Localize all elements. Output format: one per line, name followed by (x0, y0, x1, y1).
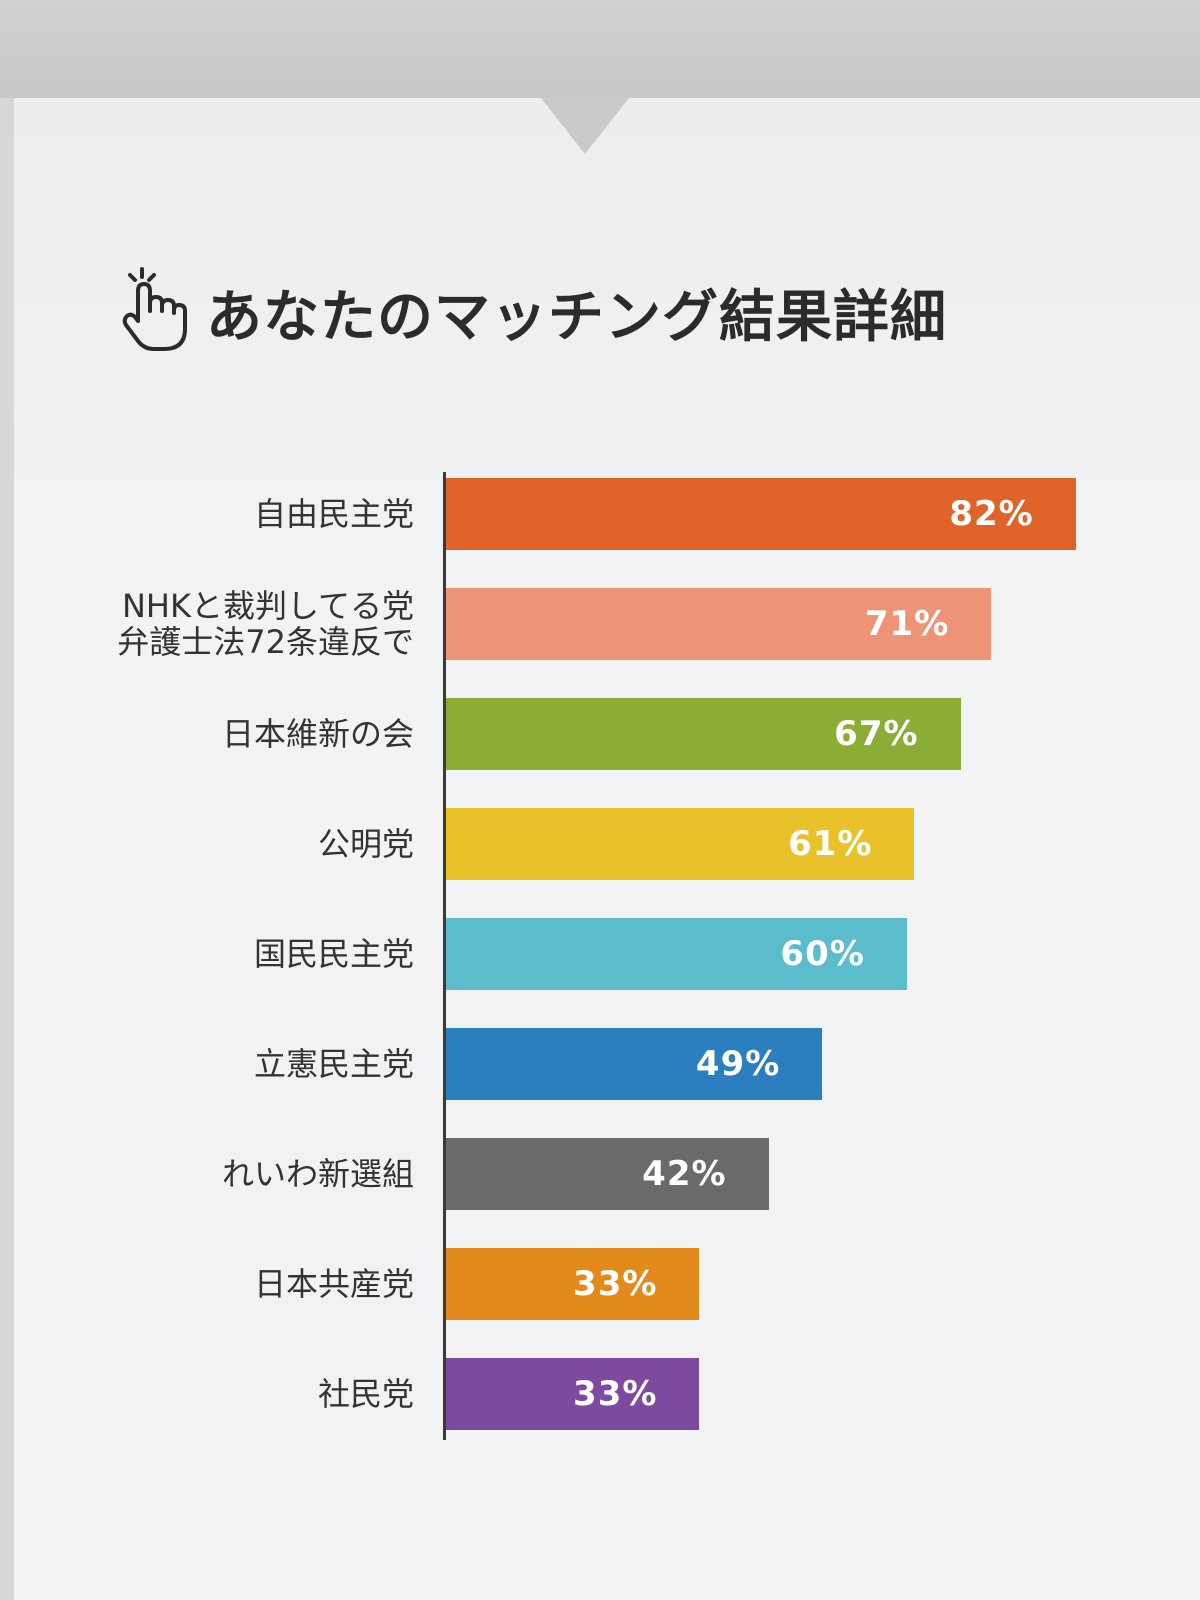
heading: あなたのマッチング結果詳細 (120, 262, 947, 362)
bar-value-label: 60% (780, 934, 865, 974)
panel-notch (541, 98, 629, 154)
bar: 42% (446, 1138, 769, 1210)
bar: 82% (446, 478, 1076, 550)
bar: 61% (446, 808, 915, 880)
category-label-line: 国民民主党 (253, 935, 414, 973)
category-label-line: 日本共産党 (253, 1265, 414, 1303)
category-label: 立憲民主党 (60, 1046, 414, 1082)
category-label-line: れいわ新選組 (221, 1155, 414, 1193)
bar-value-label: 33% (573, 1374, 658, 1414)
bar-value-label: 42% (642, 1154, 727, 1194)
category-label: れいわ新選組 (60, 1156, 414, 1192)
bar-value-label: 82% (949, 494, 1034, 534)
bar: 60% (446, 918, 907, 990)
bar-value-label: 71% (864, 604, 950, 644)
category-label-line: 社民党 (317, 1375, 414, 1413)
bar: 49% (446, 1028, 823, 1100)
y-axis-line (443, 472, 446, 1440)
category-label: 日本共産党 (60, 1266, 414, 1302)
bar-value-label: 67% (834, 714, 919, 754)
page-title: あなたのマッチング結果詳細 (206, 284, 947, 350)
bar: 71% (446, 588, 992, 660)
bar-value-label: 61% (788, 824, 873, 864)
category-label-line: 公明党 (317, 825, 414, 863)
category-label: 自由民主党 (60, 496, 414, 532)
category-label: NHKと裁判してる党 弁護士法72条違反で (60, 588, 414, 660)
category-label: 日本維新の会 (60, 716, 414, 752)
bar: 33% (446, 1358, 700, 1430)
category-label: 公明党 (60, 826, 414, 862)
bar: 33% (446, 1248, 700, 1320)
category-label: 国民民主党 (60, 936, 414, 972)
bar-value-label: 49% (695, 1044, 781, 1084)
category-label-line: 日本維新の会 (221, 715, 414, 753)
category-label-line: NHKと裁判してる党 (121, 587, 414, 625)
category-label-line: 弁護士法72条違反で (117, 623, 414, 661)
category-label: 社民党 (60, 1376, 414, 1412)
top-strip (0, 0, 1200, 98)
category-label-line: 自由民主党 (253, 495, 414, 533)
bar-value-label: 33% (573, 1264, 658, 1304)
bar: 67% (446, 698, 961, 770)
pointing-hand-icon (120, 265, 192, 359)
category-label-line: 立憲民主党 (253, 1045, 414, 1083)
